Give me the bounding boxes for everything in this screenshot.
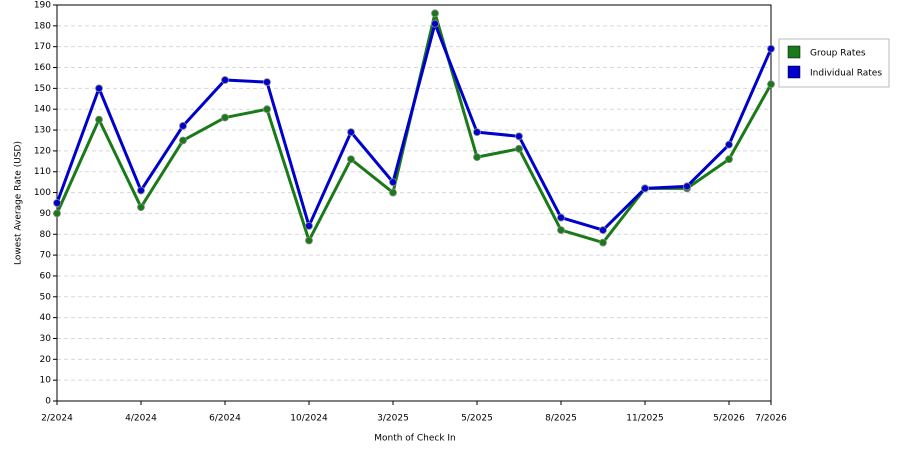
point <box>179 136 187 145</box>
y-tick-label: 140 <box>34 105 51 115</box>
y-tick-label: 40 <box>40 313 52 323</box>
x-tick-label: 7/2026 <box>755 414 787 424</box>
x-tick-label: 4/2024 <box>125 414 157 424</box>
point <box>725 155 733 164</box>
x-tick-label: 10/2024 <box>290 414 328 424</box>
y-tick-label: 80 <box>40 230 52 240</box>
point <box>725 140 733 149</box>
point <box>431 19 439 28</box>
x-axis-label: Month of Check In <box>374 434 456 444</box>
point <box>389 188 397 197</box>
series-line <box>55 11 773 245</box>
y-tick-label: 30 <box>40 334 52 344</box>
x-tick-label: 3/2025 <box>377 414 409 424</box>
point <box>767 80 775 89</box>
y-tick-label: 20 <box>40 355 52 365</box>
y-tick-label: 110 <box>34 167 51 177</box>
point <box>389 178 397 187</box>
point <box>137 186 145 195</box>
y-tick-label: 10 <box>40 376 52 386</box>
plot-frame <box>56 4 772 402</box>
x-tick-label: 6/2024 <box>209 414 241 424</box>
point <box>515 144 523 153</box>
point <box>641 184 649 193</box>
point <box>263 78 271 87</box>
point <box>137 203 145 212</box>
point <box>305 222 313 230</box>
point <box>683 182 691 191</box>
legend-swatch <box>787 45 801 59</box>
y-tick-label: 60 <box>40 271 52 281</box>
x-tick-label: 5/2025 <box>461 414 493 424</box>
point <box>767 44 775 53</box>
y-tick-label: 70 <box>40 251 52 261</box>
series-line <box>55 22 773 232</box>
x-tick-label: 2/2024 <box>41 414 73 424</box>
point <box>515 132 523 141</box>
point <box>53 209 61 218</box>
x-tick-label: 5/2026 <box>713 414 745 424</box>
point <box>473 128 481 137</box>
point <box>347 128 355 137</box>
y-tick-label: 150 <box>34 84 51 94</box>
point <box>179 121 187 130</box>
y-tick-label: 50 <box>40 292 52 302</box>
y-tick-label: 170 <box>34 42 51 52</box>
point <box>95 84 103 93</box>
point <box>221 76 229 84</box>
legend-label: Group Rates <box>810 49 866 59</box>
point <box>431 9 439 18</box>
point <box>557 213 565 222</box>
y-tick-label: 0 <box>45 397 51 407</box>
point <box>557 226 565 234</box>
y-tick-label: 180 <box>34 21 51 31</box>
y-axis-label: Lowest Average Rate (USD) <box>14 141 24 265</box>
point <box>53 199 61 207</box>
y-tick-label: 120 <box>34 146 51 156</box>
point <box>347 155 355 164</box>
point <box>221 113 229 122</box>
point <box>95 115 103 124</box>
point <box>599 226 607 234</box>
y-tick-label: 90 <box>40 209 52 219</box>
legend-swatch <box>787 65 801 79</box>
point <box>263 105 271 114</box>
y-tick-label: 130 <box>34 126 51 136</box>
point <box>473 153 481 162</box>
x-tick-label: 11/2025 <box>626 414 663 424</box>
legend-label: Individual Rates <box>810 69 882 79</box>
x-tick-label: 8/2025 <box>545 414 577 424</box>
y-tick-label: 100 <box>34 188 51 198</box>
y-tick-label: 160 <box>34 63 51 73</box>
y-tick-label: 190 <box>34 1 51 11</box>
point <box>599 238 607 247</box>
point <box>305 236 313 245</box>
